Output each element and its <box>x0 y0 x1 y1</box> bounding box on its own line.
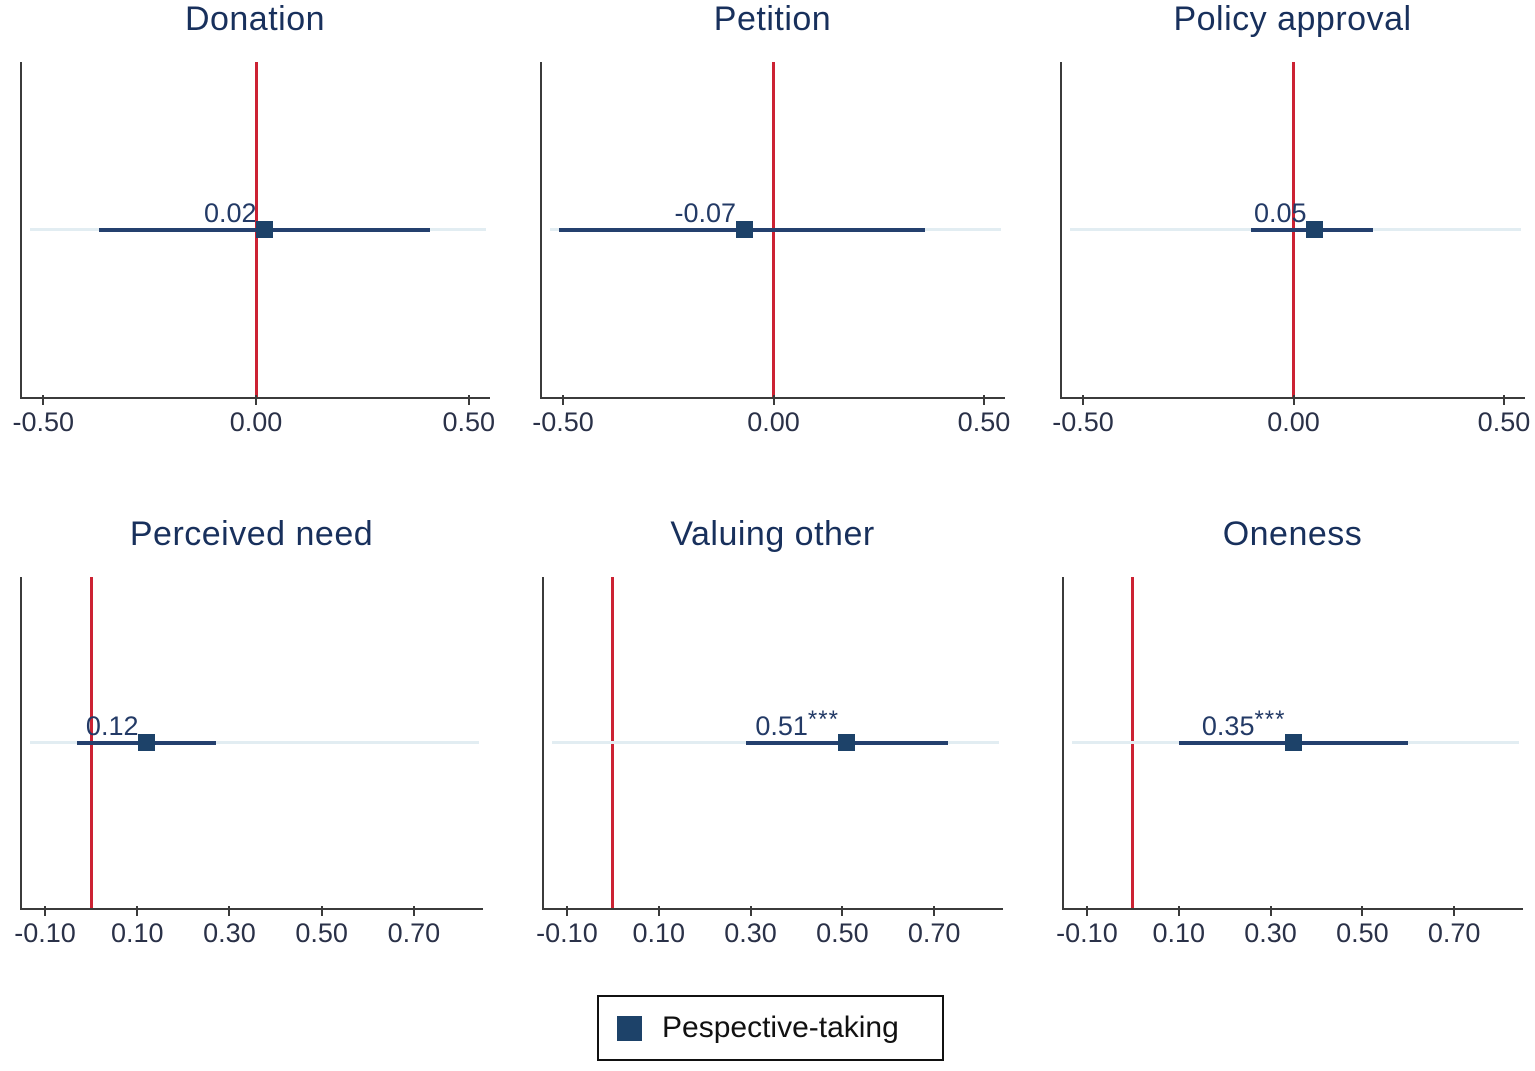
panel-donation: Donation 0.02 -0.50 0.00 0.50 <box>0 0 520 470</box>
plot-area: 0.35*** -0.10 0.10 0.30 0.50 0.70 <box>1056 577 1523 947</box>
x-axis-tick-mark <box>1502 395 1505 405</box>
x-axis-tick-label: -0.50 <box>1052 407 1114 437</box>
x-axis-tick-label: 0.30 <box>203 918 256 948</box>
plot-area: 0.05 -0.50 0.00 0.50 <box>1052 62 1530 436</box>
estimate-value: 0.51 <box>755 710 808 741</box>
point-estimate-marker <box>1285 734 1302 751</box>
x-axis-tick-label: 0.50 <box>816 918 869 948</box>
point-estimate-marker <box>735 221 753 238</box>
x-axis-tick-label: 0.00 <box>1267 407 1320 437</box>
x-axis-tick-label: -0.10 <box>14 918 76 948</box>
estimate-value: 0.02 <box>203 197 257 228</box>
point-estimate-marker <box>137 734 155 751</box>
legend: Pespective-taking <box>597 995 944 1061</box>
estimate-value: 0.05 <box>1253 197 1307 228</box>
estimate-value: -0.07 <box>674 197 737 228</box>
legend-marker-square <box>617 1015 642 1041</box>
x-axis-tick-mark <box>44 906 47 916</box>
panel-title: Policy approval <box>1173 0 1412 38</box>
x-axis-tick-mark <box>562 395 565 405</box>
point-estimate-marker <box>256 221 273 238</box>
x-axis-tick-label: 0.10 <box>632 918 686 948</box>
x-axis-tick-label: -0.50 <box>532 407 594 437</box>
x-axis-tick-label: 0.70 <box>907 918 961 948</box>
x-axis-tick-mark <box>42 395 45 405</box>
estimate-value-label: 0.35*** <box>1201 707 1286 741</box>
panel-title: Donation <box>184 0 326 38</box>
panel-policy-approval: Policy approval 0.05 -0.50 0.00 0.50 <box>1040 0 1535 470</box>
x-axis-tick-label: 0.10 <box>110 918 164 948</box>
x-axis-tick-mark <box>772 395 775 405</box>
panel-oneness: Oneness 0.35*** -0.10 0.10 0.30 0.50 0.70 <box>1040 490 1535 970</box>
estimate-value: 0.12 <box>85 710 139 741</box>
x-axis-tick-mark <box>565 906 568 916</box>
estimate-value-label: -0.07 <box>674 197 737 228</box>
x-axis-tick-label: 0.50 <box>442 407 495 437</box>
point-estimate-marker <box>838 734 856 751</box>
x-axis-tick-label: 0.30 <box>724 918 777 948</box>
x-axis-tick-mark <box>1177 906 1180 916</box>
x-axis-tick-mark <box>467 395 470 405</box>
x-axis-tick-label: 0.50 <box>1336 918 1389 948</box>
plot-area: 0.12 -0.10 0.10 0.30 0.50 0.70 <box>14 577 483 947</box>
x-axis-tick-mark <box>136 906 139 916</box>
x-axis-tick-mark <box>255 395 257 405</box>
panel-perceived-need: Perceived need 0.12 -0.10 0.10 0.30 0.50 0.7… <box>0 490 520 970</box>
estimate-value-label: 0.12 <box>85 710 139 741</box>
x-axis-tick-label: 0.30 <box>1244 918 1297 948</box>
x-axis-tick-mark <box>841 906 844 916</box>
x-axis-tick-mark <box>1082 395 1085 405</box>
x-axis-tick-label: 0.00 <box>747 407 800 437</box>
significance-stars: *** <box>1254 705 1286 733</box>
x-axis-tick-label: -0.50 <box>12 407 75 437</box>
x-axis-tick-label: -0.10 <box>536 918 598 948</box>
x-axis-tick-label: 0.70 <box>1427 918 1481 948</box>
x-axis-tick-label: 0.10 <box>1152 918 1206 948</box>
x-axis-tick-label: 0.50 <box>295 918 348 948</box>
x-axis-tick-mark <box>982 395 985 405</box>
panel-valuing-other: Valuing other 0.51*** -0.10 0.10 0.30 0.50 0… <box>520 490 1040 970</box>
x-axis-tick-mark <box>228 906 231 916</box>
estimate-value-label: 0.02 <box>203 197 257 228</box>
estimate-value-label: 0.05 <box>1253 197 1307 228</box>
panel-title: Perceived need <box>129 515 374 553</box>
x-axis-tick-mark <box>657 906 660 916</box>
x-axis-tick-label: -0.10 <box>1056 918 1118 948</box>
x-axis-tick-mark <box>1361 906 1364 916</box>
panel-petition: Petition -0.07 -0.50 0.00 0.50 <box>520 0 1040 470</box>
panel-title: Oneness <box>1222 515 1363 553</box>
x-axis-tick-label: 0.00 <box>229 407 283 437</box>
estimate-value: 0.35 <box>1201 710 1255 741</box>
significance-stars: *** <box>807 705 839 733</box>
plot-area: -0.07 -0.50 0.00 0.50 <box>532 62 1010 436</box>
plot-area: 0.02 -0.50 0.00 0.50 <box>12 62 495 436</box>
x-axis-tick-mark <box>1292 395 1295 405</box>
x-axis-tick-mark <box>933 906 936 916</box>
x-axis-tick-mark <box>1085 906 1088 916</box>
point-estimate-marker <box>1306 221 1324 238</box>
x-axis-tick-label: 0.70 <box>387 918 441 948</box>
x-axis-tick-mark <box>749 906 752 916</box>
panel-title: Valuing other <box>670 515 875 553</box>
legend-label: Pespective-taking <box>662 1011 899 1044</box>
x-axis-tick-label: 0.50 <box>1477 407 1531 437</box>
x-axis-tick-label: 0.50 <box>957 407 1011 437</box>
x-axis-tick-mark <box>1269 906 1272 916</box>
x-axis-tick-mark <box>1453 906 1456 916</box>
estimate-value-label: 0.51*** <box>755 707 839 741</box>
horizontal-gridline <box>30 741 479 744</box>
x-axis-tick-mark <box>320 906 323 916</box>
panel-title: Petition <box>713 0 832 38</box>
plot-area: 0.51*** -0.10 0.10 0.30 0.50 0.70 <box>536 577 1003 947</box>
x-axis-tick-mark <box>412 906 415 916</box>
